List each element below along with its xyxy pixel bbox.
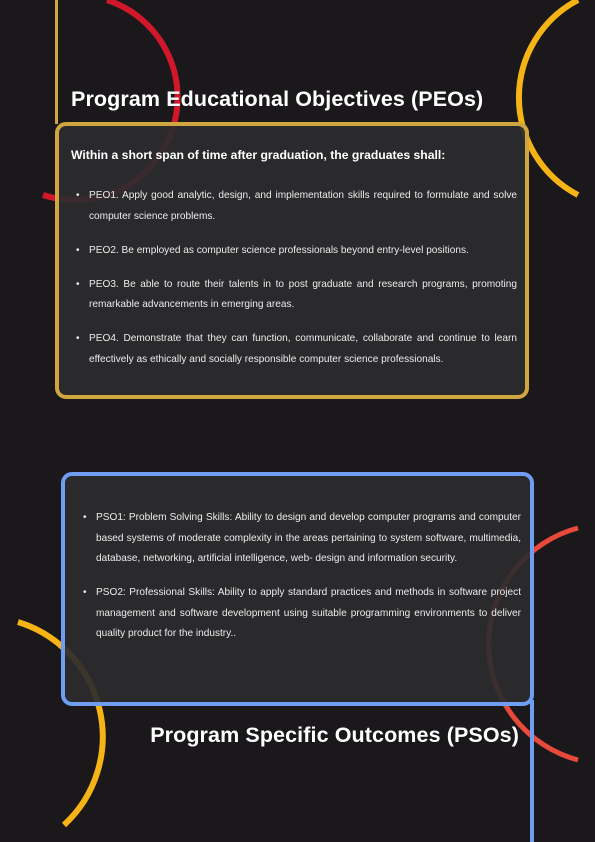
list-item: PEO4. Demonstrate that they can function… [74,329,517,370]
list-item: PEO1. Apply good analytic, design, and i… [74,186,517,227]
list-item: PSO2: Professional Skills: Ability to ap… [81,583,521,645]
pso-list: PSO1: Problem Solving Skills: Ability to… [81,508,521,659]
pso-card: PSO1: Problem Solving Skills: Ability to… [61,472,534,706]
pso-heading: Program Specific Outcomes (PSOs) [150,723,519,747]
list-item: PEO3. Be able to route their talents in … [74,275,517,316]
peo-intro: Within a short span of time after gradua… [71,148,446,162]
pso-frame-line [530,700,534,842]
list-item: PSO1: Problem Solving Skills: Ability to… [81,508,521,570]
peo-heading: Program Educational Objectives (PEOs) [71,87,484,111]
peo-frame-line [55,0,58,124]
peo-list: PEO1. Apply good analytic, design, and i… [74,186,517,384]
peo-card: Within a short span of time after gradua… [55,122,529,399]
list-item: PEO2. Be employed as computer science pr… [74,241,517,262]
